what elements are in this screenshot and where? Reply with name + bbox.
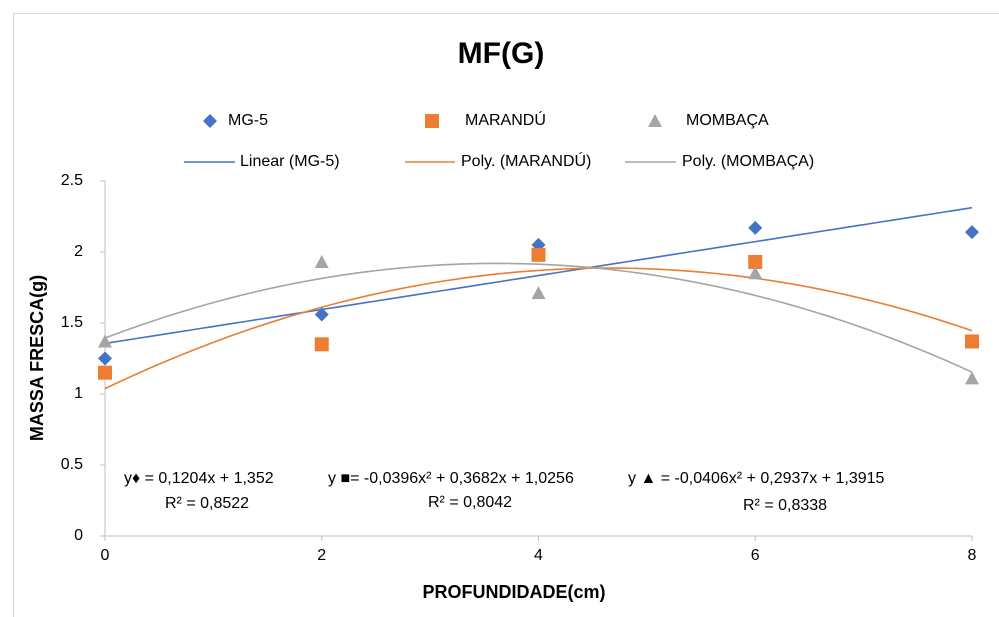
legend-label: Poly. (MARANDÚ) [461,151,591,170]
marker [314,307,329,322]
chart-frame [13,13,999,617]
legend-label: MARANDÚ [465,110,546,129]
trendline [104,267,973,390]
marker [965,334,979,349]
annotation: R² = 0,8522 [165,495,249,512]
marker [98,351,112,366]
x-tick-label: 8 [968,547,977,564]
annotation: y ■= -0,0396x² + 0,3682x + 1,0256 [328,470,574,487]
y-axis-label: MASSA FRESCA(g) [27,275,47,441]
annotation: R² = 0,8042 [428,494,512,511]
x-tick-label: 6 [751,547,760,564]
marker [98,365,112,380]
y-tick-label: 1 [74,385,83,402]
legend-label: MG-5 [228,112,268,129]
marker [531,247,546,262]
x-tick-label: 0 [101,547,110,564]
y-tick-label: 2 [74,243,83,260]
marker [965,371,979,385]
y-tick-label: 1.5 [61,314,83,331]
x-axis-label: PROFUNDIDADE(cm) [422,582,605,602]
x-tick-label: 4 [534,547,543,564]
annotation: y ▲ = -0,0406x² + 0,2937x + 1,3915 [628,470,885,487]
y-tick-label: 0 [74,527,83,544]
marker [314,254,329,268]
x-tick-label: 2 [317,547,326,564]
marker [748,266,763,280]
marker [648,114,662,127]
marker [748,254,763,269]
marker [965,225,979,240]
marker [203,114,217,128]
legend-label: Poly. (MOMBAÇA) [682,153,814,170]
marker [98,334,112,348]
legend-label: Linear (MG-5) [240,153,340,170]
trendline [104,206,973,345]
y-tick-label: 0.5 [61,456,83,473]
legend-label: MOMBAÇA [686,112,769,129]
chart-title: MF(G) [458,37,545,70]
marker [425,114,439,128]
annotation: y♦ = 0,1204x + 1,352 [124,470,274,487]
annotation: R² = 0,8338 [743,497,827,514]
marker [314,337,329,352]
trendline [104,262,973,373]
y-tick-label: 2.5 [61,172,83,189]
marker [531,286,546,300]
marker [748,220,763,235]
